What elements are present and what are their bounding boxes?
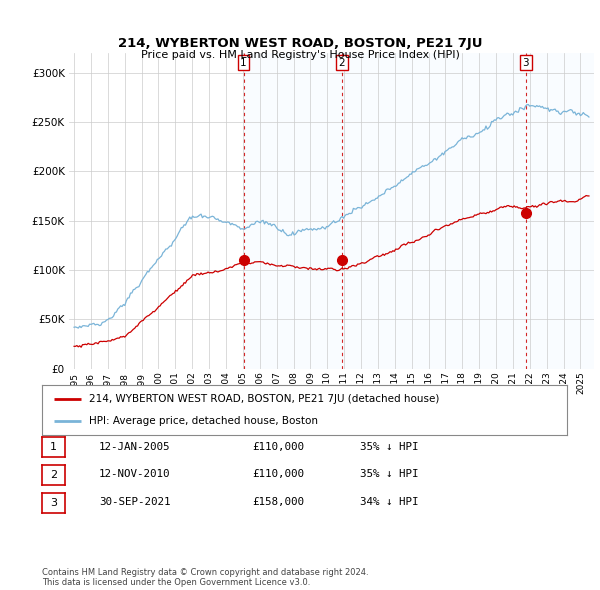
Text: 12-JAN-2005: 12-JAN-2005 bbox=[99, 442, 170, 451]
Bar bbox=[526, 53, 594, 369]
Text: 35% ↓ HPI: 35% ↓ HPI bbox=[360, 470, 419, 479]
Bar bbox=[69, 53, 244, 369]
Text: 1: 1 bbox=[240, 58, 247, 68]
Text: 214, WYBERTON WEST ROAD, BOSTON, PE21 7JU (detached house): 214, WYBERTON WEST ROAD, BOSTON, PE21 7J… bbox=[89, 394, 440, 404]
Text: Contains HM Land Registry data © Crown copyright and database right 2024.
This d: Contains HM Land Registry data © Crown c… bbox=[42, 568, 368, 587]
Bar bbox=[244, 53, 342, 369]
Text: HPI: Average price, detached house, Boston: HPI: Average price, detached house, Bost… bbox=[89, 417, 318, 427]
Text: 2: 2 bbox=[338, 58, 345, 68]
Text: £110,000: £110,000 bbox=[252, 470, 304, 479]
Text: 12-NOV-2010: 12-NOV-2010 bbox=[99, 470, 170, 479]
Text: 1: 1 bbox=[50, 442, 57, 452]
Text: Price paid vs. HM Land Registry's House Price Index (HPI): Price paid vs. HM Land Registry's House … bbox=[140, 50, 460, 60]
Text: £110,000: £110,000 bbox=[252, 442, 304, 451]
Text: £158,000: £158,000 bbox=[252, 497, 304, 507]
Text: 3: 3 bbox=[523, 58, 529, 68]
Text: 3: 3 bbox=[50, 498, 57, 507]
Text: 34% ↓ HPI: 34% ↓ HPI bbox=[360, 497, 419, 507]
Bar bbox=[342, 53, 526, 369]
Text: 2: 2 bbox=[50, 470, 57, 480]
Text: 35% ↓ HPI: 35% ↓ HPI bbox=[360, 442, 419, 451]
Text: 30-SEP-2021: 30-SEP-2021 bbox=[99, 497, 170, 507]
Text: 214, WYBERTON WEST ROAD, BOSTON, PE21 7JU: 214, WYBERTON WEST ROAD, BOSTON, PE21 7J… bbox=[118, 38, 482, 51]
